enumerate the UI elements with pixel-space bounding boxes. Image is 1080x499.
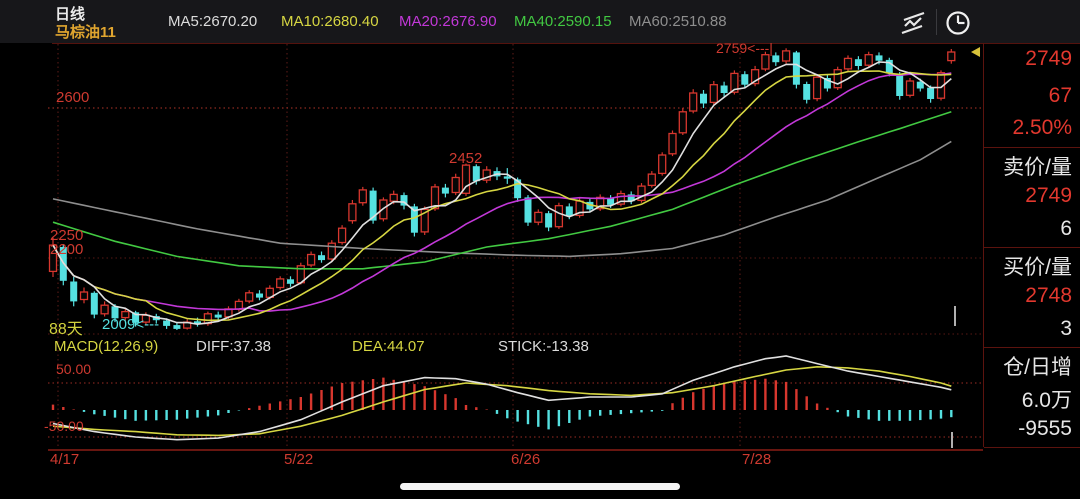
sidebar-divider (984, 147, 1080, 148)
symbol-name: 马棕油11 (55, 24, 116, 41)
indicator-lines-icon[interactable] (898, 10, 928, 36)
sidebar-left-border (983, 43, 984, 447)
price-change-pct: 2.50% (1012, 116, 1072, 139)
ask-price[interactable]: 2749 (1025, 184, 1072, 207)
open-interest-title: 仓/日增 (1003, 356, 1072, 379)
bid-title: 买价/量 (1003, 256, 1072, 279)
macd-lower-grid-label: -50.00 (44, 418, 84, 434)
macd-stick-label: STICK:-13.38 (498, 338, 589, 355)
macd-upper-grid-label: 50.00 (56, 361, 92, 377)
high-price-marker: 2759<---| (716, 40, 773, 56)
x-axis-label-apr: 4/17 (50, 451, 80, 468)
sidebar-divider (984, 347, 1080, 348)
ask-qty: 6 (1060, 217, 1072, 240)
macd-params-label: MACD(12,26,9) (54, 338, 159, 355)
home-indicator-handle[interactable] (400, 483, 680, 490)
x-axis-label-may: 5/22 (284, 451, 314, 468)
macd-diff-label: DIFF:37.38 (196, 338, 272, 355)
bid-qty: 3 (1060, 317, 1072, 340)
ma5-value: MA5:2670.20 (168, 13, 258, 30)
quote-sidebar: 2749 67 2.50% 卖价/量 2749 6 买价/量 2748 3 仓/… (984, 43, 1080, 448)
bid-price[interactable]: 2748 (1025, 284, 1072, 307)
price-change: 67 (1048, 84, 1072, 107)
price-gridline-label-2600: 2600 (56, 89, 90, 106)
price-gridline-label-2250: 2250 (50, 227, 84, 244)
low-price-marker: 2009<--- (102, 316, 160, 333)
macd-dea-label: DEA:44.07 (352, 338, 425, 355)
topbar-divider (936, 9, 937, 35)
mid-peak-marker: 2452 (449, 150, 483, 167)
ask-title: 卖价/量 (1003, 156, 1072, 179)
chart-top-border (52, 43, 1080, 44)
clock-icon[interactable] (945, 10, 971, 36)
last-price: 2749 (1025, 47, 1072, 70)
bar-count-label: 88天 (49, 321, 83, 338)
top-bar: 日线 马棕油11 MA5:2670.20 MA10:2680.40 MA20:2… (0, 0, 1080, 43)
ma60-value: MA60:2510.88 (629, 13, 727, 30)
current-price-arrow-icon (971, 47, 980, 57)
open-interest-change: -9555 (1018, 417, 1072, 440)
sidebar-divider (984, 247, 1080, 248)
period-selector[interactable]: 日线 (55, 6, 86, 23)
ma40-value: MA40:2590.15 (514, 13, 612, 30)
ma20-value: MA20:2676.90 (399, 13, 497, 30)
ma10-value: MA10:2680.40 (281, 13, 379, 30)
price-gridline-label-2200: 2200 (50, 241, 84, 258)
x-axis-label-jun: 6/26 (511, 451, 541, 468)
x-axis-label-jul: 7/28 (742, 451, 772, 468)
open-interest-value: 6.0万 (1021, 389, 1072, 412)
sidebar-divider (984, 447, 1080, 448)
